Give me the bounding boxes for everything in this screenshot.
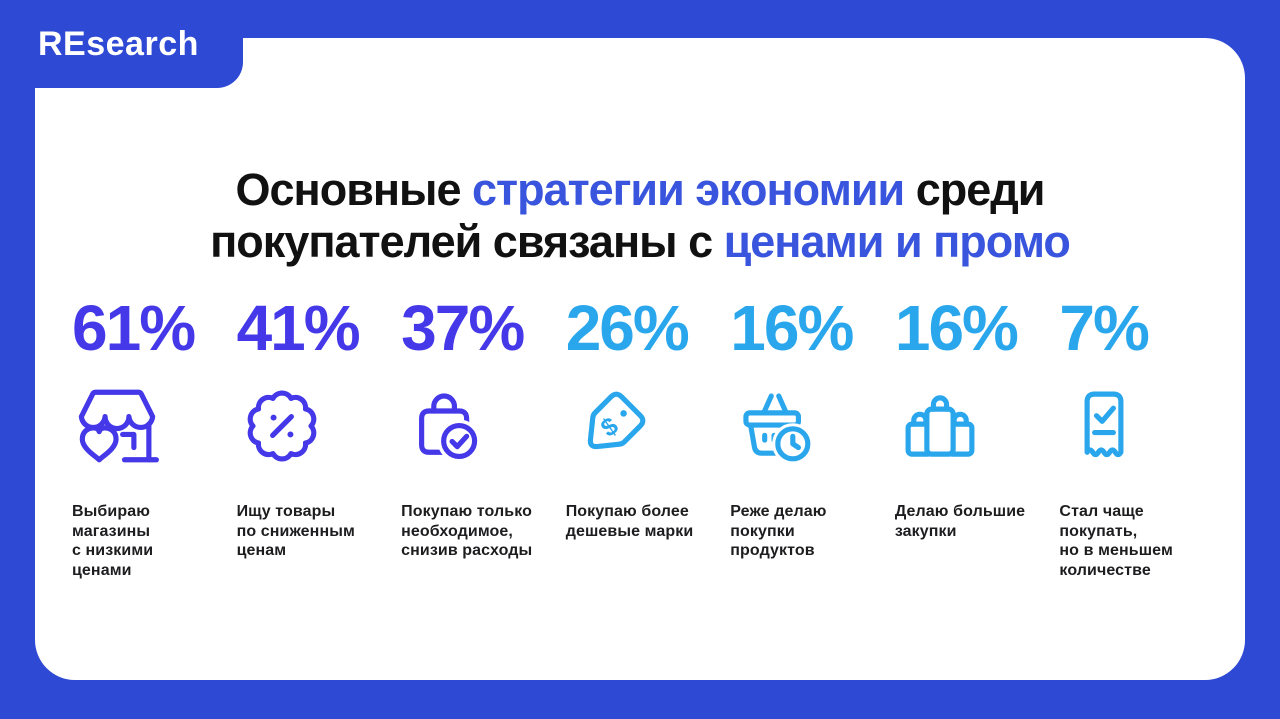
brand-logo-text: REsearch xyxy=(38,24,199,63)
store-heart-icon xyxy=(72,380,162,472)
stat-percent: 7% xyxy=(1059,292,1149,364)
stat-column: 41% Ищу товары по сниженным ценам xyxy=(237,296,386,580)
stat-percent: 37% xyxy=(401,292,525,364)
stat-percent: 41% xyxy=(236,292,361,364)
stat-percent: 61% xyxy=(72,292,196,364)
stat-label: Реже делаю покупки продуктов xyxy=(730,503,827,560)
title-segment-accent: ценами и промо xyxy=(723,216,1071,268)
stat-label: Делаю большие закупки xyxy=(894,503,1026,540)
stat-column: 37% Покупаю только необходимое, снизив р… xyxy=(401,296,550,580)
title-segment-accent: стратегии экономии xyxy=(472,164,905,216)
stat-column: 26% $ Покупаю более дешевые марки xyxy=(566,296,715,580)
discount-badge-icon xyxy=(237,380,327,472)
brand-logo-tab: REsearch xyxy=(0,0,243,88)
basket-clock-icon xyxy=(730,380,820,472)
title-segment: Основные xyxy=(235,164,473,216)
stat-column: 7% Стал чаще покупать, но в меньшем коли… xyxy=(1059,296,1208,580)
stat-label: Ищу товары по сниженным ценам xyxy=(236,503,355,560)
svg-text:$: $ xyxy=(596,412,624,443)
stat-label: Выбираю магазины с низкими ценами xyxy=(72,503,154,579)
stat-percent: 16% xyxy=(730,292,854,364)
page-title: Основные стратегии экономии среди покупа… xyxy=(0,112,1280,269)
stat-percent: 16% xyxy=(894,292,1019,364)
title-segment: среди покупателей связаны с xyxy=(210,164,1045,268)
stat-label: Покупаю более дешевые марки xyxy=(565,503,694,540)
stat-column: 16% Делаю большие закупки xyxy=(895,296,1044,580)
stats-row: 61% Выбираю магазины с низкими ценами 41… xyxy=(72,296,1208,580)
content-card xyxy=(35,38,1245,680)
receipt-check-icon xyxy=(1059,380,1149,472)
price-tag-dollar-icon: $ xyxy=(566,380,656,472)
stat-label: Покупаю только необходимое, снизив расхо… xyxy=(401,503,533,560)
stat-label: Стал чаще покупать, но в меньшем количес… xyxy=(1059,503,1173,579)
stat-column: 61% Выбираю магазины с низкими ценами xyxy=(72,296,221,580)
stat-column: 16% Реже делаю покупки продуктов xyxy=(730,296,879,580)
stat-percent: 26% xyxy=(565,292,690,364)
shopping-bags-icon xyxy=(895,380,985,472)
shopping-bag-check-icon xyxy=(401,380,491,472)
